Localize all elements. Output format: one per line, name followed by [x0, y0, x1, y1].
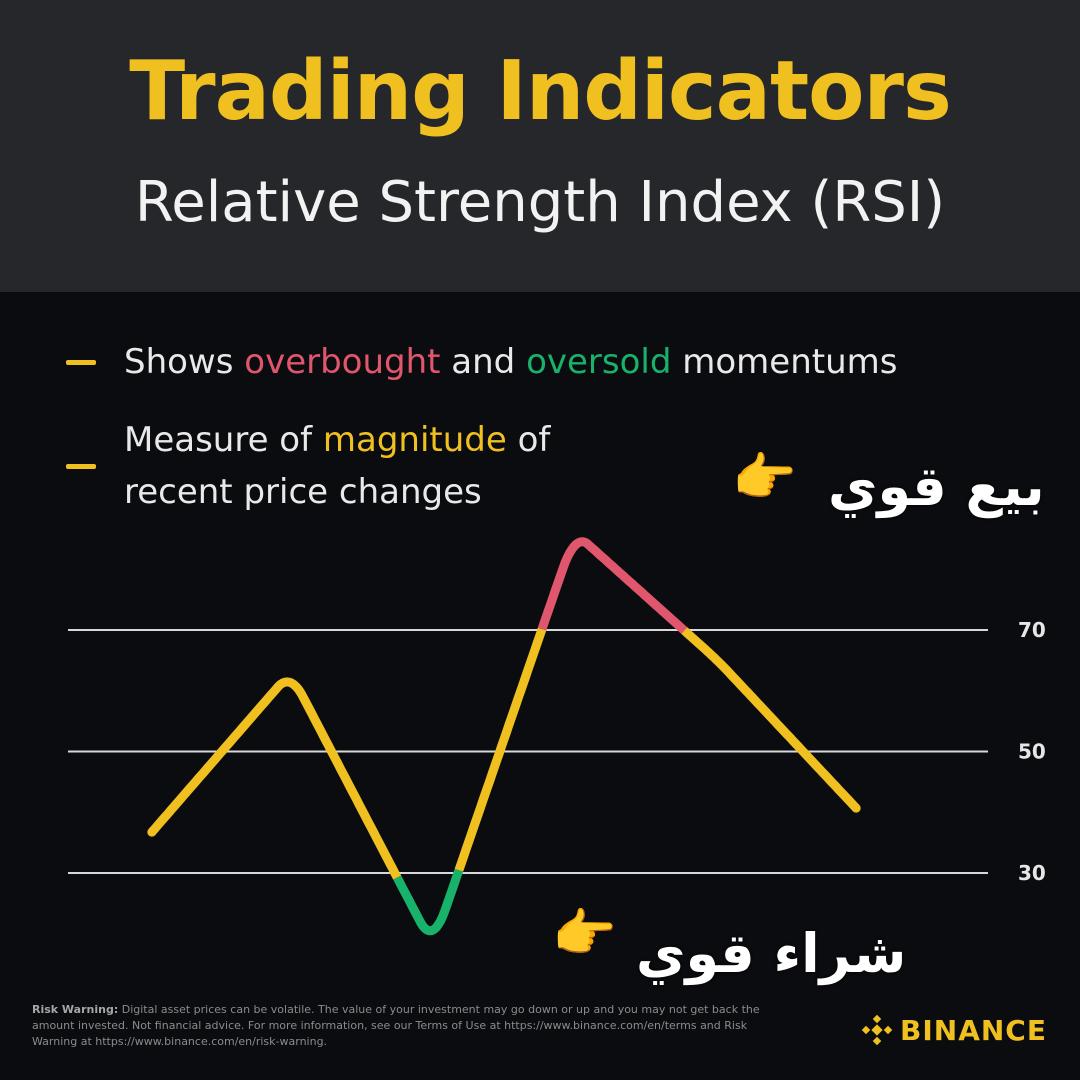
rsi-line-end-1: [851, 803, 861, 813]
pointing-hand-icon: 👉: [732, 448, 797, 508]
risk-warning-label: Risk Warning:: [32, 1003, 119, 1016]
bullet-2-line2: recent price changes: [124, 472, 482, 512]
strong-sell-label: بيع قوي: [828, 455, 1045, 518]
rsi-line-segment-1: [393, 868, 464, 936]
bullet-1-mid: and: [440, 342, 527, 382]
bullet-2-pre: Measure of: [124, 420, 323, 460]
page-subtitle: Relative Strength Index (RSI): [134, 170, 946, 235]
bullet-1-post: momentums: [671, 342, 898, 382]
rsi-line-segment-3: [537, 537, 688, 634]
y-tick-label-70: 70: [1018, 618, 1046, 642]
page-title: Trading Indicators: [129, 44, 952, 139]
bullet-1-pre: Shows: [124, 342, 245, 382]
rsi-line-segment-0: [148, 677, 402, 880]
rsi-line-end-0: [147, 827, 157, 837]
rsi-line-segment-4: [681, 627, 860, 812]
y-tick-label-50: 50: [1018, 740, 1046, 764]
bullet-text-1: Shows overbought and oversold momentums: [124, 336, 897, 388]
bullet-2-magnitude: magnitude: [322, 420, 507, 460]
bullet-dash-2: [66, 464, 96, 469]
y-tick-label-30: 30: [1018, 861, 1046, 885]
bullet-1-overbought: overbought: [244, 342, 441, 382]
bullet-2-post: of: [506, 420, 551, 460]
bullet-1-oversold: oversold: [526, 342, 672, 382]
pointing-hand-icon: 👉: [552, 904, 617, 964]
risk-warning: Risk Warning: Digital asset prices can b…: [32, 1002, 762, 1050]
bullet-dash-1: [66, 360, 96, 365]
risk-warning-text: Digital asset prices can be volatile. Th…: [32, 1003, 760, 1048]
strong-buy-label: شراء قوي: [636, 922, 907, 985]
binance-brand: BINANCE: [860, 1012, 1047, 1048]
rsi-line-segment-2: [454, 627, 547, 872]
brand-name: BINANCE: [900, 1013, 1047, 1047]
bullet-text-2: Measure of magnitude of recent price cha…: [124, 414, 550, 518]
binance-logo-icon: [861, 1014, 893, 1046]
header-band: [0, 0, 1080, 292]
